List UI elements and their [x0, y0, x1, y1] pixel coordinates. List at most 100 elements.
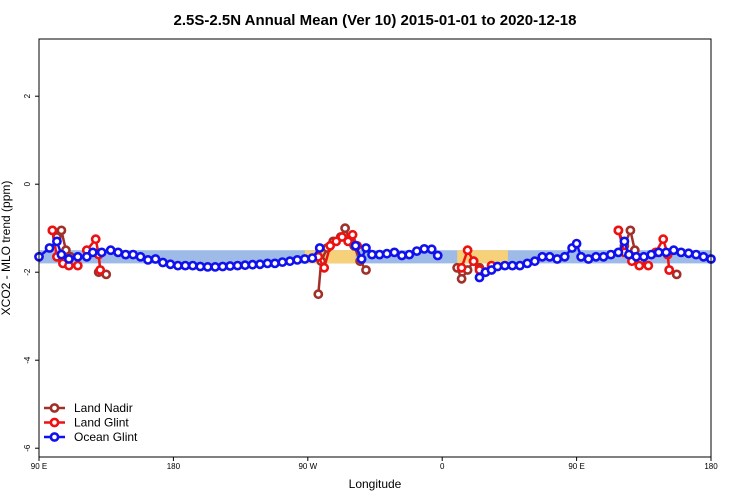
series-2-point-6	[81, 251, 92, 262]
series-1-point-14	[343, 236, 353, 247]
series-2-point-80	[676, 247, 686, 258]
series-2-point-49	[426, 244, 437, 255]
y-tick-label-0: 2	[23, 93, 32, 98]
series-1-line-5	[654, 236, 671, 271]
series-2-point-71	[613, 247, 624, 258]
plot-frame	[38, 38, 712, 458]
series-2-point-55	[499, 260, 510, 271]
series-2-point-74	[631, 251, 642, 262]
series-1-point-31	[664, 265, 675, 275]
series-2-point-37	[314, 243, 325, 253]
series-2-point-13	[135, 251, 146, 262]
series-2-point-62	[552, 254, 563, 264]
series-2-point-72	[619, 236, 630, 247]
chart-title: 2.5S-2.5N Annual Mean (Ver 10) 2015-01-0…	[174, 12, 577, 29]
x-tick-label-4: 90 E	[568, 462, 584, 471]
series-2-point-56	[507, 260, 518, 271]
series-2-point-22	[202, 261, 213, 272]
series-2-point-78	[661, 247, 672, 258]
legend-marker-1	[49, 417, 60, 428]
x-axis: 90 E 180 90 W 0 90 E 180	[31, 457, 718, 471]
series-1-point-27	[643, 260, 654, 271]
series-1-point-17	[456, 262, 467, 273]
y-tick-label-1: 0	[23, 181, 32, 186]
series-2-point-3	[56, 249, 67, 260]
series-2	[34, 236, 716, 283]
series-2-point-2	[52, 236, 62, 247]
series-0-point-28	[671, 269, 682, 280]
series-2-point-81	[683, 248, 694, 259]
series-2-point-14	[143, 254, 153, 265]
legend-label-0: Land Nadir	[74, 401, 133, 415]
x-tick-label-3: 0	[440, 462, 445, 471]
y-tick-label-2: -2	[23, 268, 32, 276]
series-2-point-32	[277, 257, 288, 267]
series-2-point-41	[367, 249, 377, 260]
series-2-point-33	[284, 256, 295, 267]
series-2-point-54	[492, 261, 503, 272]
series-2-point-31	[269, 258, 280, 269]
series-2-point-70	[606, 249, 616, 260]
series-2-point-36	[307, 253, 318, 263]
series-2-point-75	[638, 251, 649, 262]
series-0-point-24	[625, 225, 636, 236]
series-2-point-68	[591, 251, 601, 262]
series-2-point-50	[432, 250, 443, 261]
series-2-point-24	[217, 261, 228, 272]
x-tick-label-1: 180	[167, 462, 181, 471]
series-2-point-19	[180, 260, 191, 271]
series-2-point-26	[232, 260, 243, 271]
series-2-point-34	[292, 254, 303, 265]
series-2-point-61	[544, 251, 555, 262]
x-tick-label-2: 90 W	[298, 462, 317, 471]
series-1-point-23	[613, 225, 624, 236]
series-2-point-67	[583, 254, 594, 264]
series-1-point-8	[95, 265, 106, 275]
series-2-point-63	[559, 251, 570, 262]
legend-marker-2	[49, 432, 60, 442]
series-0-point-12	[340, 223, 350, 234]
series-2-point-11	[120, 249, 131, 260]
series-2-point-15	[150, 254, 161, 264]
series-2-point-10	[113, 247, 123, 258]
series-2-point-77	[653, 247, 664, 258]
series-2-point-45	[396, 250, 407, 261]
series-1-point-13	[337, 232, 347, 242]
series-1-point-11	[325, 240, 336, 251]
series-2-point-51	[474, 272, 485, 283]
series-1-line-1	[85, 236, 102, 271]
x-axis-label: Longitude	[349, 477, 402, 491]
legend-label-1: Land Glint	[74, 416, 129, 430]
series-1-point-0	[47, 225, 58, 236]
series-1-point-29	[658, 234, 669, 245]
series-2-point-23	[210, 261, 221, 272]
series-2-point-42	[374, 249, 385, 260]
y-tick-label-4: -6	[23, 444, 32, 452]
series-0-point-7	[313, 289, 324, 300]
series-2-point-7	[87, 247, 98, 258]
series-2-point-20	[187, 260, 198, 271]
series-1-point-4	[72, 260, 83, 271]
series-2-point-5	[72, 251, 83, 262]
series-2-point-16	[157, 257, 168, 268]
series-1-point-26	[634, 260, 645, 271]
series-2-point-43	[381, 248, 392, 259]
series-1-point-6	[90, 234, 101, 245]
series-layer	[34, 223, 716, 300]
series-0-point-2	[56, 225, 67, 236]
series-2-point-46	[404, 249, 415, 260]
x-tick-label-0: 90 E	[31, 462, 47, 471]
series-2-point-1	[44, 243, 55, 253]
series-2-point-44	[389, 247, 400, 258]
legend-label-2: Ocean Glint	[74, 430, 138, 444]
series-1-point-15	[347, 229, 358, 240]
series-2-point-35	[299, 254, 310, 264]
series-1-point-10	[319, 262, 330, 273]
series-2-point-29	[255, 259, 265, 270]
y-axis-label: XCO2 - MLO trend (ppm)	[0, 181, 13, 316]
x-tick-label-5: 180	[704, 462, 718, 471]
series-2-point-17	[165, 259, 176, 270]
series-2-point-4	[64, 254, 74, 264]
